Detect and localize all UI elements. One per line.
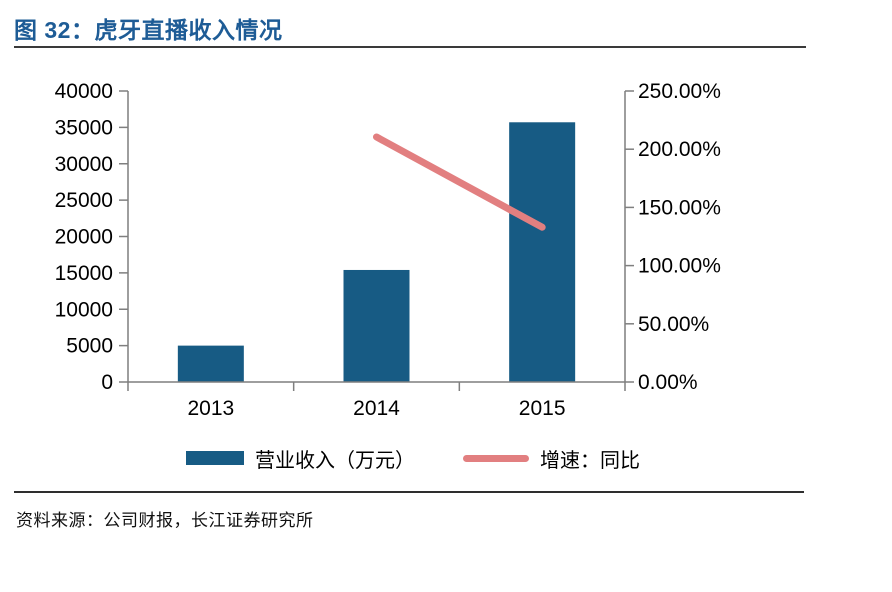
chart-legend: 营业收入（万元） 增速：同比 <box>186 443 640 473</box>
right-axis-label: 150.00% <box>638 196 721 219</box>
source-note: 资料来源：公司财报，长江证券研究所 <box>16 511 314 530</box>
revenue-chart: 0 5000 10000 15000 20000 25000 30000 35000 40000… <box>55 80 721 420</box>
left-axis-label: 10000 <box>55 298 113 321</box>
right-axis-label: 250.00% <box>638 80 721 103</box>
growth-line <box>373 133 546 231</box>
legend-label-growth: 增速：同比 <box>540 449 640 472</box>
legend-label-revenue: 营业收入（万元） <box>255 449 415 472</box>
left-axis-label: 0 <box>101 371 113 394</box>
x-axis-label: 2013 <box>187 397 234 420</box>
bar-2015 <box>509 122 576 382</box>
left-axis-label: 5000 <box>66 335 113 358</box>
x-axis-label: 2015 <box>519 397 566 420</box>
left-axis-label: 35000 <box>55 116 113 139</box>
right-axis-label: 100.00% <box>638 255 721 278</box>
right-axis-label: 0.00% <box>638 371 698 394</box>
left-axis-label: 25000 <box>55 189 113 212</box>
left-axis-label: 15000 <box>55 262 113 285</box>
footer-divider <box>14 491 804 493</box>
right-axis-label: 200.00% <box>638 138 721 161</box>
legend-line-swatch <box>463 454 529 462</box>
legend-item-growth: 增速：同比 <box>463 444 640 473</box>
left-axis-label: 30000 <box>55 153 113 176</box>
right-axis-label: 50.00% <box>638 313 709 336</box>
bar-2013 <box>177 345 244 382</box>
title-divider <box>14 46 806 48</box>
left-axis-label: 40000 <box>55 80 113 103</box>
legend-item-revenue: 营业收入（万元） <box>186 444 415 473</box>
left-axis-label: 20000 <box>55 226 113 249</box>
x-axis-label: 2014 <box>353 397 400 420</box>
bar-2014 <box>343 269 410 382</box>
legend-bar-swatch <box>186 451 244 465</box>
figure-title: 图 32：虎牙直播收入情况 <box>14 17 283 43</box>
